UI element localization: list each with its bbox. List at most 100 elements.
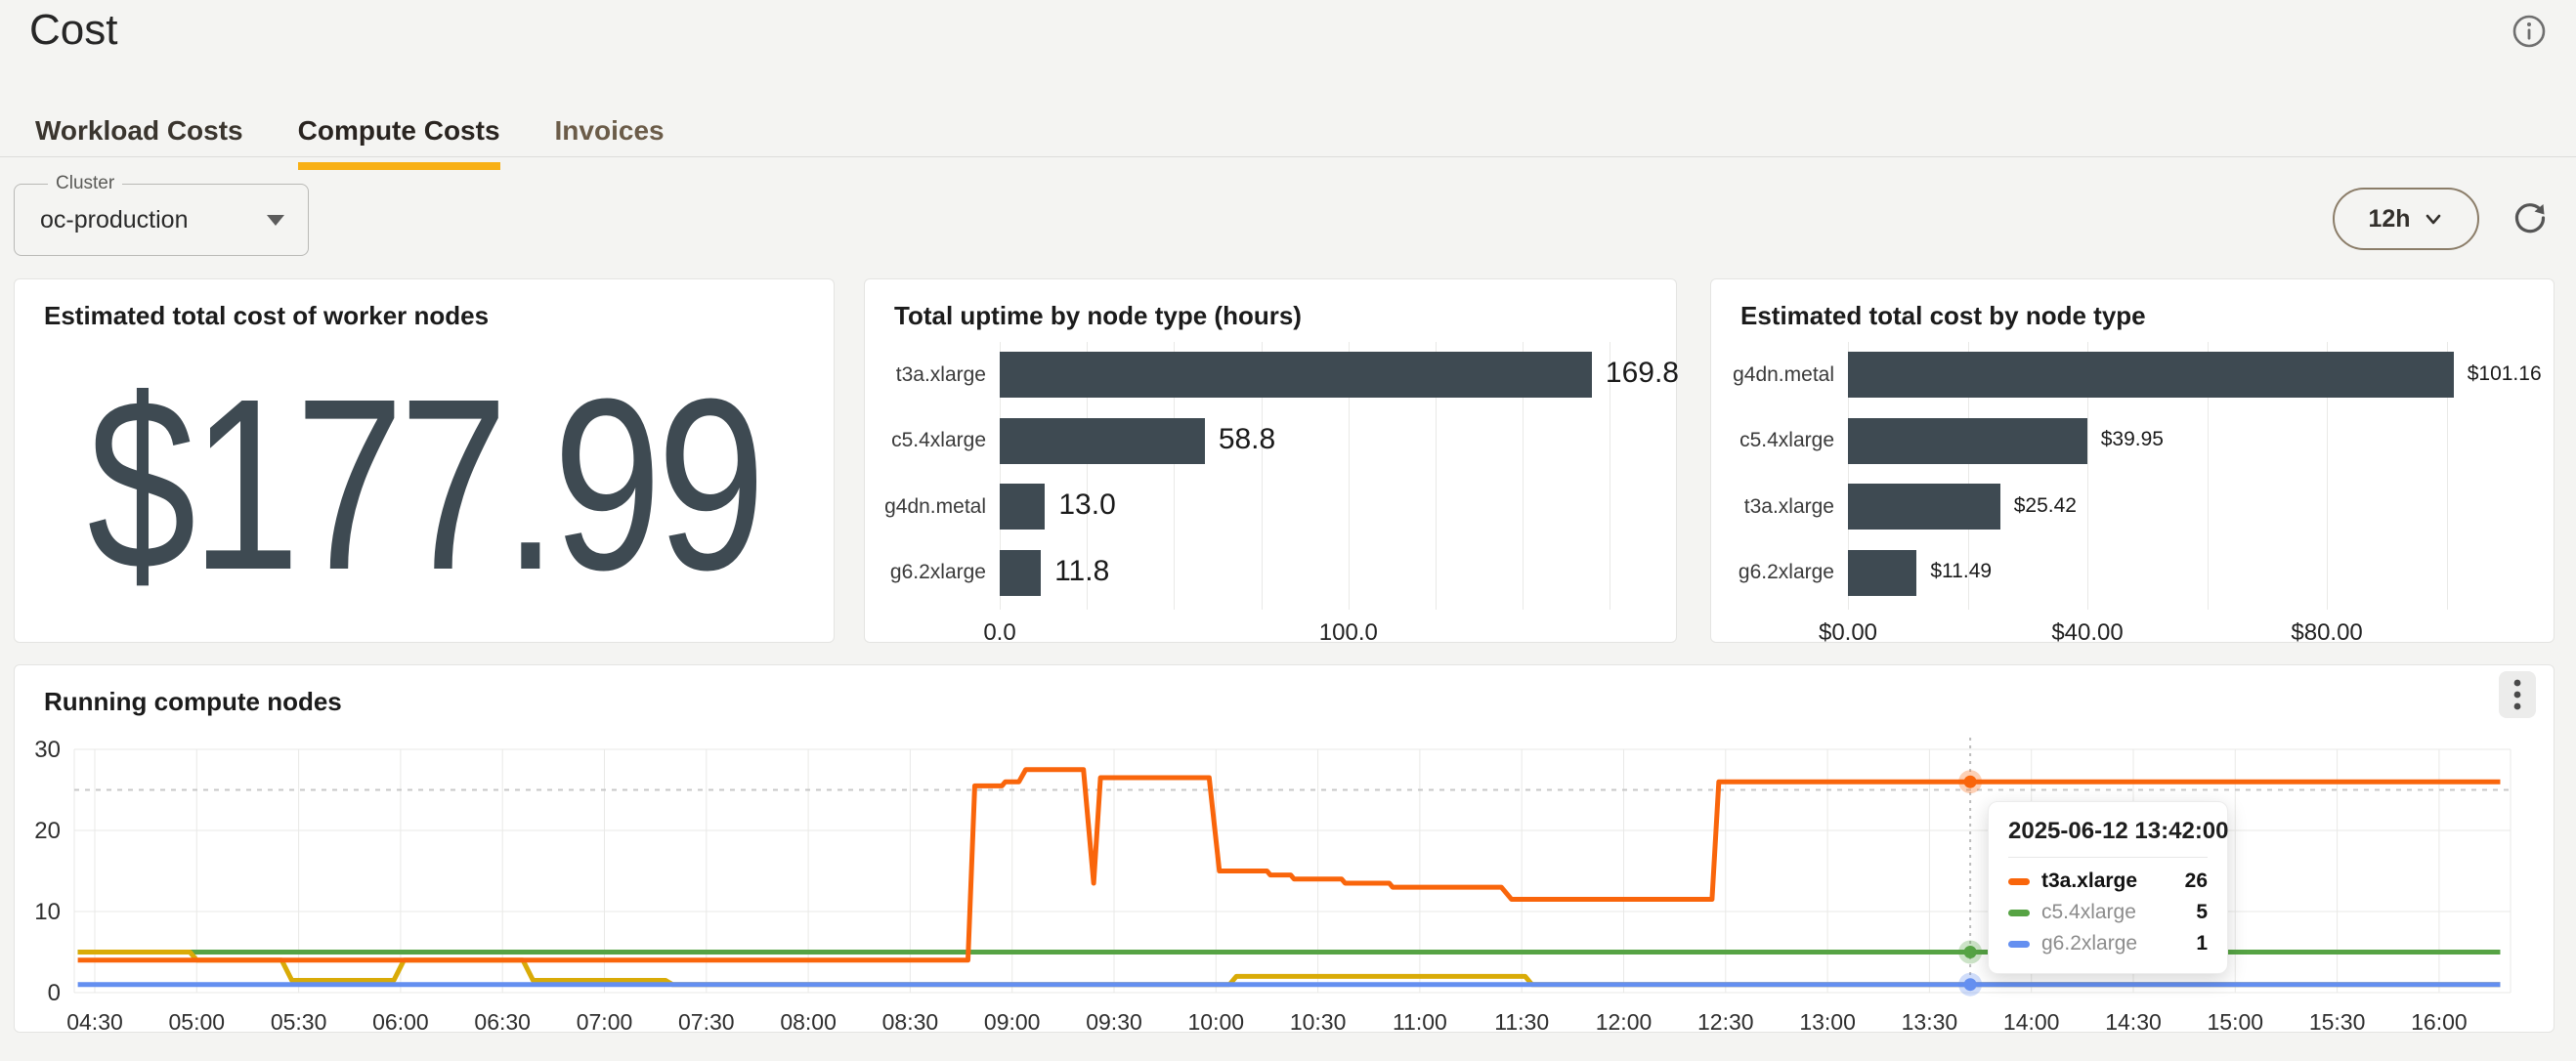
gridline bbox=[1087, 342, 1089, 610]
gridline bbox=[1436, 342, 1438, 610]
svg-text:15:00: 15:00 bbox=[2208, 1009, 2264, 1034]
bar-category-label: g4dn.metal bbox=[1733, 362, 1834, 386]
x-axis-tick-label: $80.00 bbox=[2291, 619, 2363, 646]
svg-text:07:30: 07:30 bbox=[678, 1009, 735, 1034]
tab-workload-costs[interactable]: Workload Costs bbox=[35, 115, 243, 146]
series-color-swatch bbox=[2008, 940, 2030, 948]
bar bbox=[1000, 549, 1042, 596]
svg-text:13:30: 13:30 bbox=[1902, 1009, 1958, 1034]
gridline bbox=[2207, 342, 2209, 610]
cluster-select[interactable]: Cluster oc-production bbox=[14, 173, 309, 256]
series-color-swatch bbox=[2008, 909, 2030, 916]
svg-text:14:30: 14:30 bbox=[2105, 1009, 2162, 1034]
tooltip-row: c5.4xlarge 5 bbox=[2008, 901, 2208, 924]
tooltip-row: t3a.xlarge 26 bbox=[2008, 870, 2208, 893]
tooltip-series-label: c5.4xlarge bbox=[2041, 901, 2136, 923]
svg-text:10:30: 10:30 bbox=[1290, 1009, 1347, 1034]
uptime-bar-chart: t3a.xlarge 169.8 c5.4xlarge 58.8 g4dn.metal 1… bbox=[865, 279, 1679, 646]
info-icon[interactable] bbox=[2510, 12, 2549, 51]
svg-text:10:00: 10:00 bbox=[1188, 1009, 1245, 1034]
chart-tooltip: 2025-06-12 13:42:00 t3a.xlarge 26 c5.4xlar… bbox=[1988, 801, 2229, 974]
cost-bar-chart: g4dn.metal $101.16 c5.4xlarge $39.95 t3a.xla… bbox=[1711, 279, 2554, 646]
gridline bbox=[1967, 342, 1969, 610]
tooltip-series-value: 1 bbox=[2196, 932, 2208, 955]
bar bbox=[1848, 484, 2000, 530]
x-axis-tick-label: 100.0 bbox=[1318, 619, 1378, 646]
tooltip-series-label: g6.2xlarge bbox=[2041, 932, 2138, 955]
panel-cost-by-node-type: Estimated total cost by node type g4dn.m… bbox=[1710, 278, 2555, 646]
svg-text:13:00: 13:00 bbox=[1799, 1009, 1856, 1034]
bar-category-label: c5.4xlarge bbox=[891, 429, 986, 452]
gridline bbox=[2327, 342, 2329, 610]
svg-text:20: 20 bbox=[34, 818, 61, 844]
bar-value-label: 169.8 bbox=[1605, 357, 1679, 390]
panel-title: Estimated total cost by node type bbox=[1740, 301, 2146, 330]
bar bbox=[1848, 417, 2087, 464]
bar-category-label: t3a.xlarge bbox=[1743, 494, 1834, 518]
tooltip-series-value: 5 bbox=[2196, 901, 2208, 923]
tooltip-row: g6.2xlarge 1 bbox=[2008, 932, 2208, 955]
svg-text:09:30: 09:30 bbox=[1086, 1009, 1142, 1034]
panel-title: Running compute nodes bbox=[44, 687, 342, 716]
tooltip-timestamp: 2025-06-12 13:42:00 bbox=[2008, 818, 2229, 858]
bar-value-label: 11.8 bbox=[1054, 554, 1110, 587]
panel-title: Total uptime by node type (hours) bbox=[894, 301, 1302, 330]
bar-value-label: $39.95 bbox=[2100, 428, 2164, 451]
kebab-menu-icon[interactable] bbox=[2499, 671, 2536, 718]
panel-title: Estimated total cost of worker nodes bbox=[44, 301, 490, 330]
gridline bbox=[1174, 342, 1176, 610]
bar bbox=[1000, 484, 1046, 530]
series-color-swatch bbox=[2008, 877, 2030, 885]
gridline bbox=[1523, 342, 1524, 610]
bar-category-label: c5.4xlarge bbox=[1739, 429, 1834, 452]
svg-text:12:30: 12:30 bbox=[1697, 1009, 1754, 1034]
svg-text:0: 0 bbox=[48, 980, 61, 1006]
gridline bbox=[1000, 342, 1001, 610]
tooltip-series-label: t3a.xlarge bbox=[2041, 870, 2138, 892]
time-range-button[interactable]: 12h bbox=[2333, 188, 2479, 250]
panel-uptime-by-node-type: Total uptime by node type (hours) t3a.xl… bbox=[864, 278, 1679, 646]
svg-text:15:30: 15:30 bbox=[2309, 1009, 2366, 1034]
gridline bbox=[2446, 342, 2448, 610]
svg-text:14:00: 14:00 bbox=[2003, 1009, 2060, 1034]
gridline bbox=[1261, 342, 1263, 610]
tab-invoices[interactable]: Invoices bbox=[554, 115, 665, 146]
bar bbox=[1000, 352, 1592, 399]
dropdown-arrow-icon bbox=[267, 215, 284, 226]
panel-total-cost: Estimated total cost of worker nodes $17… bbox=[14, 278, 835, 643]
svg-text:10: 10 bbox=[34, 899, 61, 925]
bar-value-label: $101.16 bbox=[2467, 361, 2542, 385]
bar-value-label: 13.0 bbox=[1058, 488, 1116, 522]
svg-text:12:00: 12:00 bbox=[1596, 1009, 1653, 1034]
svg-text:08:00: 08:00 bbox=[780, 1009, 837, 1034]
tab-bar: Workload Costs Compute Costs Invoices bbox=[35, 115, 665, 170]
svg-text:05:00: 05:00 bbox=[169, 1009, 226, 1034]
total-cost-value: $177.99 bbox=[87, 348, 765, 620]
svg-text:09:00: 09:00 bbox=[984, 1009, 1041, 1034]
gridline bbox=[1348, 342, 1350, 610]
bar-category-label: g4dn.metal bbox=[884, 494, 986, 518]
bar-value-label: $11.49 bbox=[1930, 560, 1993, 583]
svg-text:06:00: 06:00 bbox=[372, 1009, 429, 1034]
svg-text:06:30: 06:30 bbox=[474, 1009, 531, 1034]
bar bbox=[1848, 549, 1917, 596]
refresh-icon[interactable] bbox=[2510, 197, 2551, 238]
bar-category-label: g6.2xlarge bbox=[1738, 561, 1834, 584]
bar bbox=[1000, 417, 1205, 464]
bar-value-label: $25.42 bbox=[2013, 493, 2077, 517]
cluster-select-value: oc-production bbox=[40, 205, 189, 233]
svg-text:07:00: 07:00 bbox=[577, 1009, 633, 1034]
bar-category-label: g6.2xlarge bbox=[889, 561, 986, 584]
tab-compute-costs[interactable]: Compute Costs bbox=[297, 115, 500, 170]
panel-running-compute-nodes: Running compute nodes 0 10 20 30 04:30 05:00 0… bbox=[14, 664, 2555, 1034]
page-title: Cost bbox=[29, 6, 118, 54]
x-axis-tick-label: $40.00 bbox=[2051, 619, 2124, 646]
svg-text:30: 30 bbox=[34, 737, 61, 763]
gridline bbox=[1848, 342, 1849, 610]
chevron-down-icon bbox=[2426, 214, 2440, 225]
bar-value-label: 58.8 bbox=[1218, 422, 1276, 455]
svg-text:11:00: 11:00 bbox=[1393, 1009, 1447, 1034]
bar bbox=[1848, 352, 2454, 399]
svg-text:11:30: 11:30 bbox=[1494, 1009, 1549, 1034]
